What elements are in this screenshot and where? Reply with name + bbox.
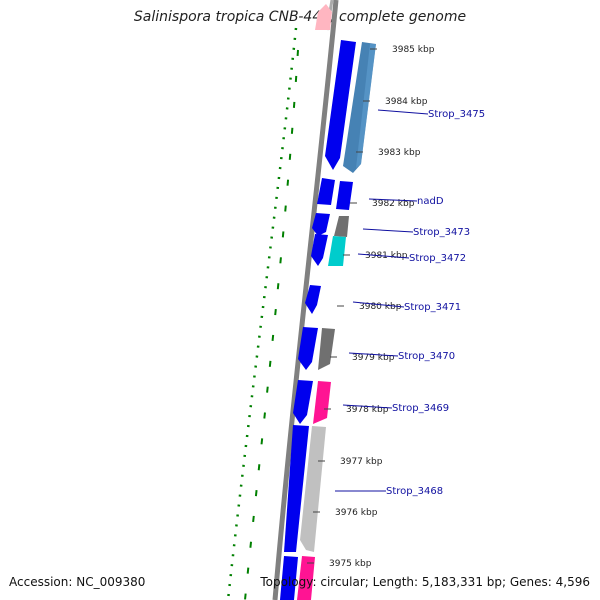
tick-label: 3984 kbp	[385, 97, 428, 107]
gene-feature[interactable]	[300, 426, 326, 552]
gene-feature[interactable]	[298, 327, 318, 370]
tick-label: 3975 kbp	[329, 559, 372, 569]
gene-feature[interactable]	[280, 556, 298, 600]
gene-label[interactable]: Strop_3471	[404, 302, 461, 313]
gene-feature[interactable]	[328, 236, 346, 266]
tick-label: 3976 kbp	[335, 508, 378, 518]
gene-feature[interactable]	[311, 234, 328, 266]
accession-text: Accession: NC_009380	[9, 575, 146, 589]
backbone-arc	[272, 0, 339, 600]
tick-label: 3977 kbp	[340, 457, 383, 467]
label-leader-line	[368, 198, 418, 202]
label-leader-line	[352, 301, 405, 308]
gene-feature[interactable]	[297, 556, 315, 600]
topology-summary: Topology: circular; Length: 5,183,331 bp…	[260, 575, 590, 589]
gene-label[interactable]: Strop_3472	[409, 253, 466, 264]
label-leader-line	[362, 228, 414, 233]
reverse-strand-genes	[297, 42, 376, 600]
gc-content-track	[226, 27, 299, 600]
map-title: Salinispora tropica CNB-440, complete ge…	[133, 9, 467, 25]
gene-feature[interactable]	[317, 178, 335, 205]
gene-feature[interactable]	[305, 285, 321, 314]
tick-label: 3978 kbp	[346, 405, 389, 415]
label-leader-line	[348, 352, 399, 357]
gene-label[interactable]: Strop_3470	[398, 351, 455, 362]
gene-feature[interactable]	[284, 425, 309, 552]
gene-feature[interactable]	[315, 4, 332, 30]
gene-label[interactable]: Strop_3475	[428, 109, 485, 120]
gene-label[interactable]: nadD	[417, 196, 444, 207]
gene-feature[interactable]	[336, 181, 353, 210]
gene-labels: Strop_3475 nadD Strop_3473 Strop_3472 Strop_…	[335, 109, 485, 497]
tick-label: 3982 kbp	[372, 199, 415, 209]
tick-label: 3983 kbp	[378, 148, 421, 158]
tick-label: 3985 kbp	[392, 45, 435, 55]
gene-feature[interactable]	[313, 381, 331, 424]
gene-feature[interactable]	[312, 213, 330, 236]
gene-feature[interactable]	[293, 380, 313, 424]
gene-label[interactable]: Strop_3469	[392, 403, 449, 414]
forward-strand-genes	[280, 40, 356, 600]
tick-label: 3980 kbp	[359, 302, 402, 312]
gene-feature[interactable]	[325, 40, 356, 170]
tick-label: 3979 kbp	[352, 353, 395, 363]
label-leader-line	[357, 253, 410, 259]
label-leader-line	[342, 404, 393, 409]
gene-label[interactable]: Strop_3468	[386, 486, 443, 497]
gene-feature[interactable]	[318, 328, 335, 370]
label-leader-line	[377, 109, 429, 115]
gene-label[interactable]: Strop_3473	[413, 227, 470, 238]
gene-feature[interactable]	[334, 216, 349, 237]
